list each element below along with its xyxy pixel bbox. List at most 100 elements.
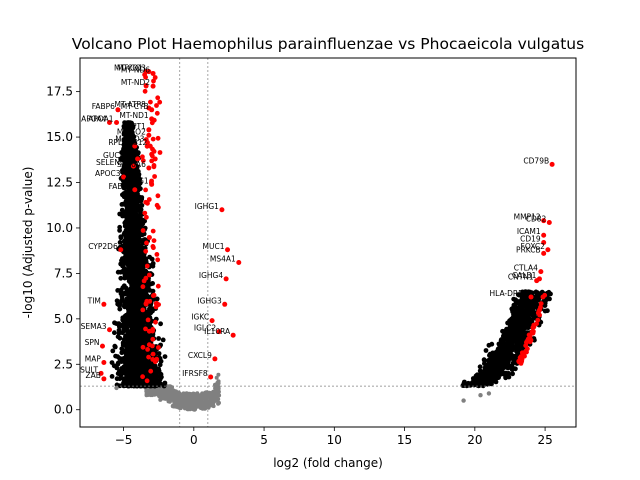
data-point <box>125 120 131 126</box>
data-point <box>500 328 505 334</box>
data-point <box>511 329 516 335</box>
labeled-point <box>149 181 155 187</box>
data-point <box>216 372 221 377</box>
data-point <box>209 392 214 397</box>
data-point <box>122 220 128 226</box>
data-point <box>154 296 160 302</box>
data-point <box>140 284 146 290</box>
data-point <box>148 368 154 374</box>
data-point <box>136 309 142 314</box>
point-label: MT-CYB <box>121 102 149 111</box>
data-point <box>497 360 503 365</box>
data-point <box>142 210 148 216</box>
data-point <box>516 344 522 350</box>
point-label: ICAM1 <box>517 227 541 236</box>
labeled-point <box>545 247 551 253</box>
data-point <box>140 307 146 313</box>
data-point <box>130 197 135 203</box>
data-point <box>532 299 537 304</box>
data-point <box>120 210 126 216</box>
data-point <box>155 283 161 289</box>
data-point <box>209 403 214 408</box>
point-label: PRKCB <box>516 245 541 254</box>
x-axis-label: log2 (fold change) <box>273 456 383 470</box>
labeled-point <box>219 207 225 213</box>
data-point <box>475 383 481 388</box>
data-point <box>198 396 203 400</box>
data-point <box>157 362 163 368</box>
data-point <box>491 378 497 384</box>
data-point <box>153 319 158 325</box>
data-point <box>134 275 140 281</box>
data-point <box>510 371 515 377</box>
point-label: SULT <box>80 365 98 374</box>
data-point <box>140 154 145 160</box>
labeled-point <box>216 329 222 335</box>
labeled-point <box>212 356 218 362</box>
data-point <box>172 400 177 405</box>
data-point <box>496 371 502 377</box>
data-point <box>120 192 125 198</box>
point-label: CD82 <box>526 215 547 224</box>
labeled-point <box>208 374 214 380</box>
data-point <box>532 337 537 343</box>
data-point <box>150 343 155 349</box>
point-label: SEMA3 <box>81 322 107 331</box>
data-point <box>154 356 160 362</box>
labeled-point <box>222 301 228 307</box>
data-point <box>144 378 150 384</box>
data-point <box>519 302 524 308</box>
point-label: APOA4 <box>81 115 107 124</box>
data-point <box>196 404 201 409</box>
data-point <box>482 361 487 366</box>
data-point <box>461 398 466 403</box>
data-point <box>120 342 126 348</box>
data-point <box>140 319 146 325</box>
data-point <box>193 407 198 412</box>
data-point <box>115 361 121 367</box>
data-point <box>128 258 134 263</box>
data-point <box>535 310 541 316</box>
data-point <box>548 291 553 297</box>
data-point <box>128 309 134 314</box>
point-label: IGKC <box>191 313 209 322</box>
data-point <box>159 389 163 394</box>
data-point <box>496 367 502 373</box>
data-point <box>120 243 126 249</box>
data-point <box>516 311 522 317</box>
data-point <box>136 235 141 240</box>
point-label: MT-ND1 <box>119 111 148 120</box>
point-label: CXCL9 <box>188 351 212 360</box>
point-label: CYP2D6 <box>88 242 118 251</box>
data-point <box>159 374 164 380</box>
data-point <box>123 376 129 382</box>
data-point <box>126 215 131 221</box>
y-tick-label: 12.5 <box>46 176 73 190</box>
labeled-point <box>101 359 107 365</box>
data-point <box>489 360 495 365</box>
data-point <box>150 136 156 142</box>
data-point <box>485 370 491 376</box>
data-point <box>132 313 138 319</box>
point-label: MT-CO3 <box>117 64 146 73</box>
data-point <box>140 340 146 345</box>
data-point <box>521 314 527 320</box>
data-point <box>116 324 122 329</box>
data-point <box>512 318 517 324</box>
data-point <box>126 254 131 260</box>
data-point <box>216 392 220 397</box>
data-point <box>154 110 160 116</box>
labeled-point <box>549 161 555 167</box>
data-point <box>501 341 506 347</box>
data-point <box>123 318 128 324</box>
labeled-point <box>541 250 547 256</box>
x-tick-label: −5 <box>115 433 133 447</box>
data-point <box>128 153 134 158</box>
labeled-point <box>146 165 152 171</box>
data-point <box>479 374 485 379</box>
data-point <box>111 363 117 369</box>
data-point <box>173 403 178 408</box>
data-point <box>190 394 195 399</box>
